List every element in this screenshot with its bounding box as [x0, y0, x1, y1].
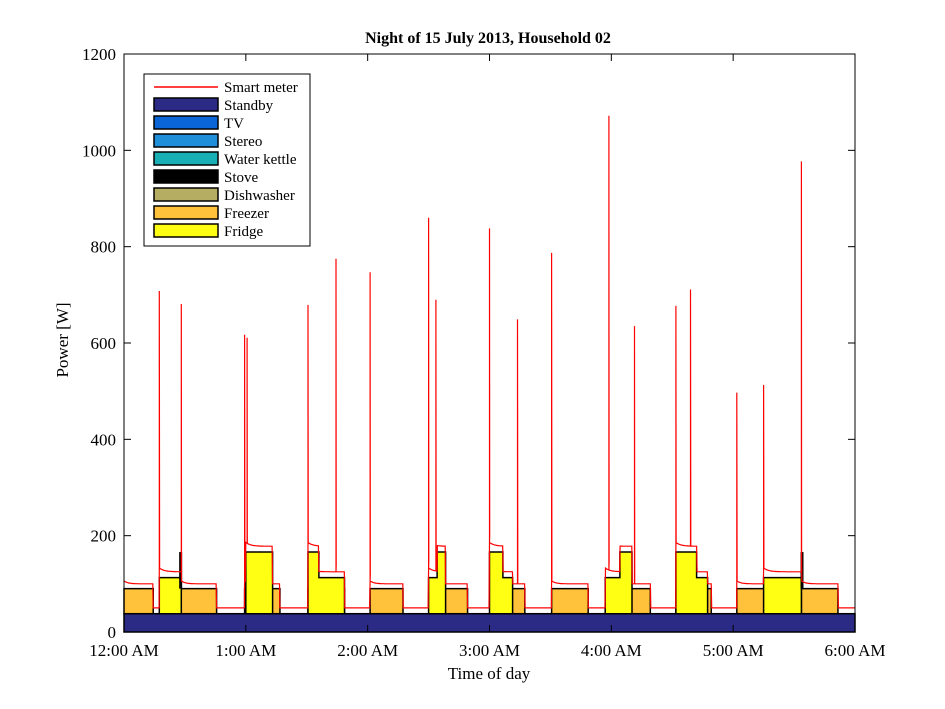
legend-swatch	[153, 133, 219, 148]
fridge-cycle	[158, 576, 183, 615]
x-tick-label: 6:00 AM	[825, 641, 886, 660]
legend-label: Water kettle	[224, 152, 297, 168]
legend-label: Freezer	[224, 206, 269, 222]
legend-swatch	[153, 169, 219, 184]
x-tick-label: 4:00 AM	[581, 641, 642, 660]
legend-swatch	[153, 223, 219, 238]
y-tick-label: 800	[91, 238, 117, 257]
y-axis-label: Power [W]	[53, 302, 72, 377]
freezer-cycle	[369, 587, 404, 615]
freezer-cycle	[800, 587, 839, 615]
x-tick-label: 3:00 AM	[459, 641, 520, 660]
legend-label: TV	[224, 116, 244, 132]
legend: Smart meter Standby TV Stereo Water kettle St…	[143, 73, 311, 247]
legend-swatch	[153, 97, 219, 112]
y-tick-label: 400	[91, 430, 117, 449]
legend-label: Stereo	[224, 134, 262, 150]
legend-label: Stove	[224, 170, 259, 186]
legend-label: Smart meter	[224, 80, 298, 96]
x-axis-label: Time of day	[448, 664, 531, 683]
y-tick-label: 1200	[82, 45, 116, 64]
x-tick-label: 5:00 AM	[703, 641, 764, 660]
fridge-cycle	[245, 551, 274, 615]
legend-swatch	[153, 115, 219, 130]
legend-swatch	[153, 205, 219, 220]
x-tick-label: 2:00 AM	[337, 641, 398, 660]
legend-label: Fridge	[224, 224, 264, 240]
freezer-cycle	[180, 587, 218, 615]
y-tick-label: 0	[108, 623, 117, 642]
freezer-cycle	[550, 587, 589, 615]
x-tick-label: 12:00 AM	[89, 641, 158, 660]
chart-title: Night of 15 July 2013, Household 02	[365, 30, 611, 47]
legend-label: Standby	[224, 98, 274, 114]
legend-swatch	[153, 151, 219, 166]
fridge-cycle	[762, 576, 803, 615]
smart-meter-line	[123, 115, 855, 609]
freezer-cycle	[123, 587, 154, 615]
x-tick-label: 1:00 AM	[215, 641, 276, 660]
y-tick-label: 200	[91, 527, 117, 546]
legend-label: Dishwasher	[224, 188, 295, 204]
legend-swatch	[153, 187, 219, 202]
y-tick-label: 1000	[82, 141, 116, 160]
y-tick-label: 600	[91, 334, 117, 353]
